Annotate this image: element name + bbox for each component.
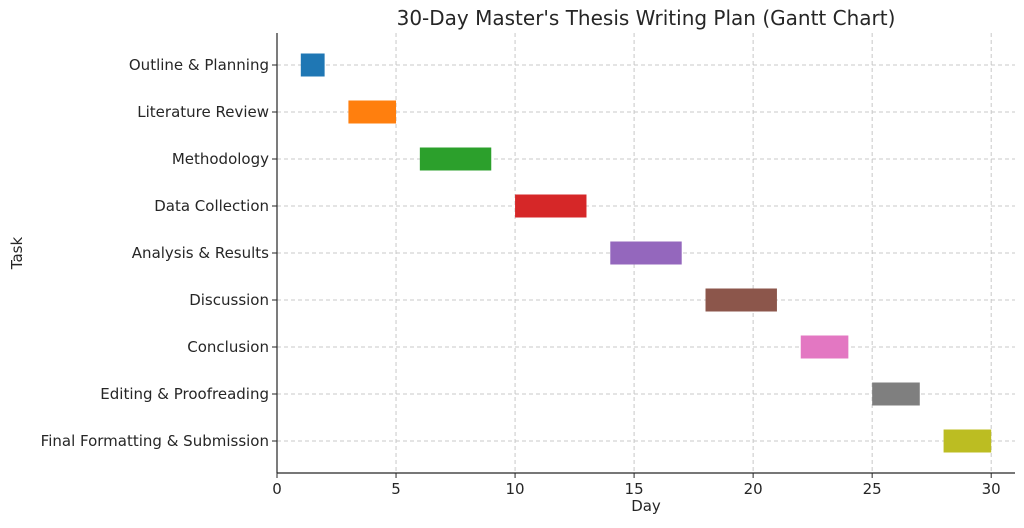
task-bar	[610, 241, 682, 265]
y-tick-label: Outline & Planning	[129, 56, 269, 74]
y-tick-labels: Outline & Planning Literature Review Metho…	[41, 56, 270, 450]
grid-layer	[276, 33, 1015, 473]
y-tick-label: Discussion	[189, 291, 269, 309]
y-tick-label: Final Formatting & Submission	[41, 432, 269, 450]
y-tick-label: Data Collection	[154, 197, 269, 215]
task-bar	[300, 53, 325, 77]
x-tick-label: 20	[744, 480, 763, 498]
y-tick-label: Editing & Proofreading	[100, 385, 269, 403]
axes-layer	[272, 33, 1015, 478]
y-tick-label: Analysis & Results	[132, 244, 269, 262]
y-tick-label: Conclusion	[187, 338, 269, 356]
x-tick-label: 5	[391, 480, 401, 498]
task-bar	[872, 382, 920, 406]
y-tick-label: Methodology	[172, 150, 269, 168]
x-axis-label: Day	[631, 497, 661, 515]
task-bar	[705, 288, 777, 312]
task-bar	[515, 194, 587, 218]
x-tick-label: 30	[982, 480, 1001, 498]
x-tick-labels: 0 5 10 15 20 25 30	[272, 480, 1001, 498]
task-bar	[348, 100, 397, 124]
bars-layer	[300, 53, 992, 453]
y-tick-label: Literature Review	[137, 103, 269, 121]
x-tick-label: 25	[863, 480, 882, 498]
task-bar	[419, 147, 492, 171]
task-bar	[800, 335, 849, 359]
chart-title: 30-Day Master's Thesis Writing Plan (Gan…	[397, 6, 896, 30]
x-tick-label: 0	[272, 480, 282, 498]
x-tick-label: 10	[506, 480, 525, 498]
x-tick-label: 15	[625, 480, 644, 498]
y-axis-label: Task	[8, 237, 26, 271]
task-bar	[943, 429, 992, 453]
